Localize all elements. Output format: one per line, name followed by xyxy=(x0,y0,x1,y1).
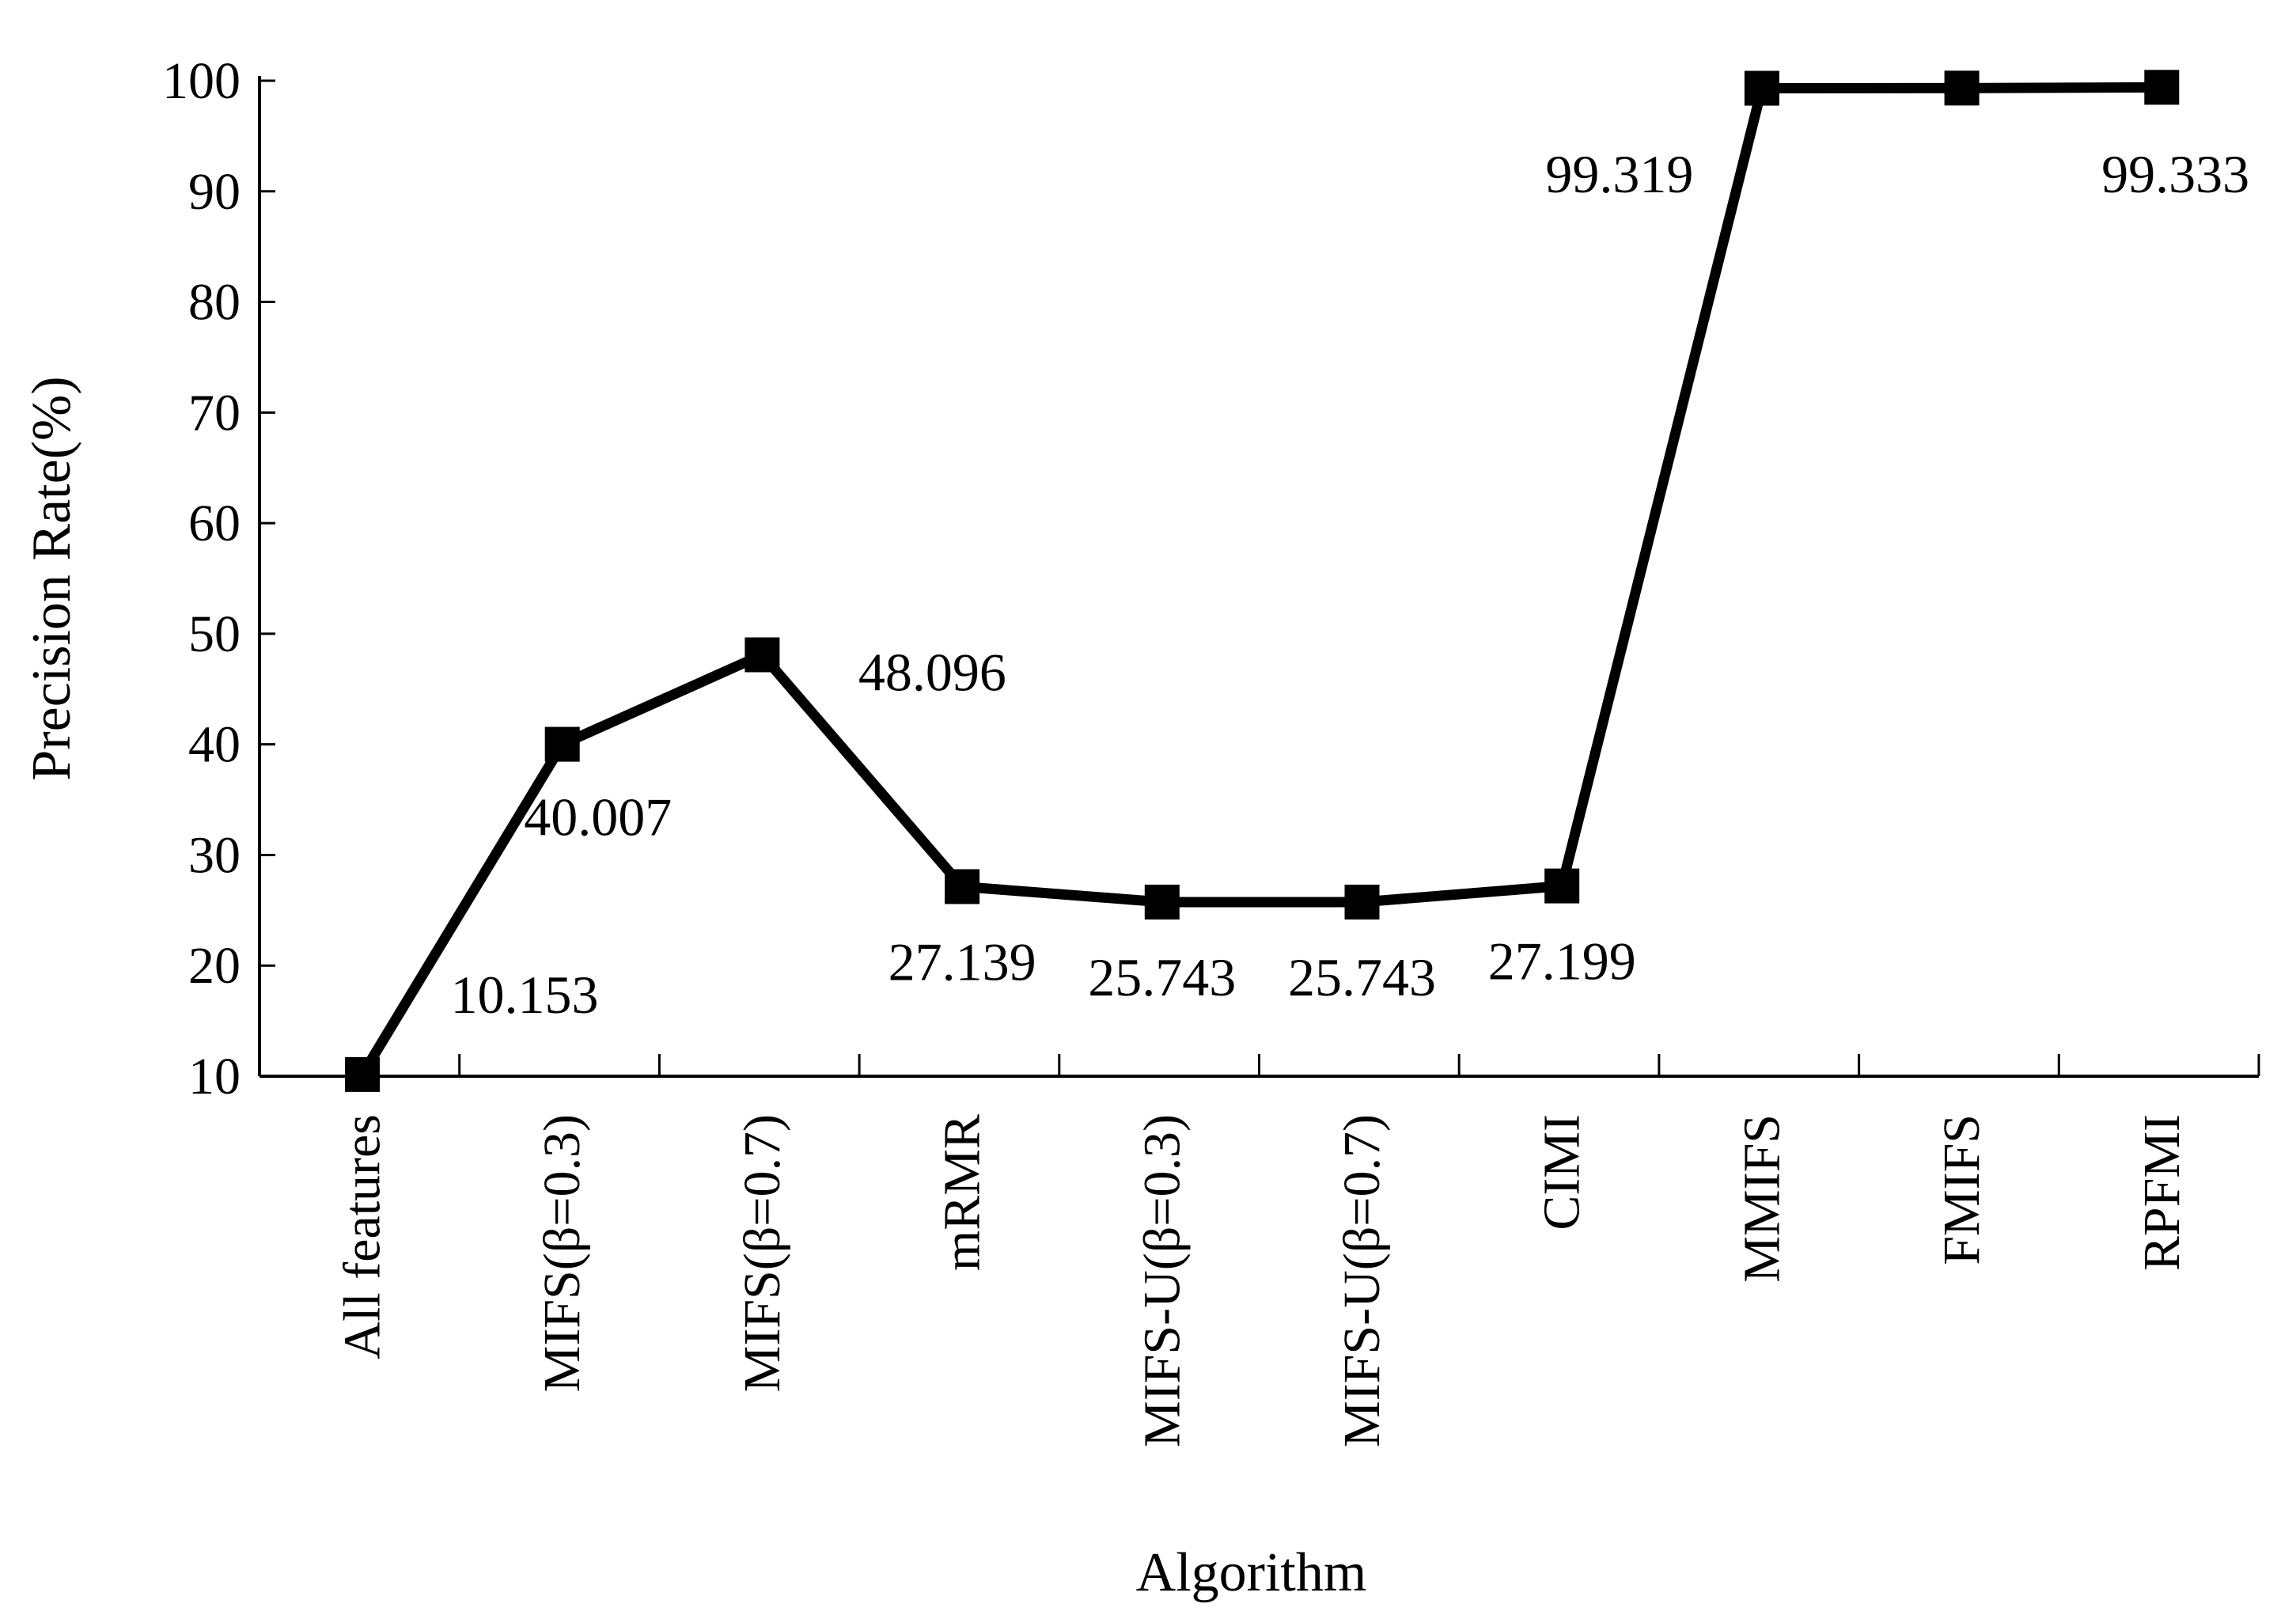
data-point-marker xyxy=(345,1056,380,1092)
data-point-marker xyxy=(744,637,780,673)
y-tick-label: 30 xyxy=(188,826,241,884)
y-tick-label: 70 xyxy=(188,384,241,442)
y-ticks: 10 20 30 40 50 60 70 80 90 100 xyxy=(162,52,275,1105)
y-tick-label: 60 xyxy=(188,495,241,552)
y-tick-label: 10 xyxy=(188,1048,241,1105)
data-labels: 10.153 40.007 48.096 27.139 25.743 25.743 27.1… xyxy=(451,144,2250,1025)
x-category-label: MIFS(β=0.3) xyxy=(533,1114,591,1392)
y-tick-label: 90 xyxy=(188,163,241,221)
data-label: 99.333 xyxy=(2101,144,2249,204)
data-label: 27.139 xyxy=(888,931,1036,992)
x-category-label: RPFMI xyxy=(2133,1114,2191,1271)
data-point-marker xyxy=(945,869,980,904)
y-tick-label: 80 xyxy=(188,274,241,332)
x-category-label: FMIFS xyxy=(1933,1114,1991,1265)
data-point-marker xyxy=(1144,884,1180,920)
y-tick-label: 40 xyxy=(188,716,241,774)
data-point-marker xyxy=(1344,884,1380,920)
data-point-marker xyxy=(1744,70,1779,106)
axes xyxy=(258,76,2259,1078)
data-label: 27.199 xyxy=(1488,931,1636,992)
x-category-label: CIMI xyxy=(1533,1114,1591,1231)
x-category-label: MMIFS xyxy=(1733,1114,1790,1283)
data-label: 10.153 xyxy=(451,965,599,1025)
data-point-marker xyxy=(1544,868,1580,904)
category-labels: All features MIFS(β=0.3) MIFS(β=0.7) mRMR MI… xyxy=(334,1114,2191,1447)
data-label: 40.007 xyxy=(524,787,672,848)
y-tick-label: 100 xyxy=(162,52,241,110)
data-label: 25.743 xyxy=(1288,947,1436,1007)
x-ticks xyxy=(458,1054,2260,1076)
y-tick-label: 20 xyxy=(188,937,241,995)
data-point-marker xyxy=(2144,70,2180,105)
x-category-label: All features xyxy=(334,1114,392,1359)
series-line xyxy=(358,82,2162,1078)
x-category-label: MIFS-U(β=0.7) xyxy=(1333,1114,1391,1447)
y-axis-title: Precision Rate(%) xyxy=(21,376,82,780)
data-label: 99.319 xyxy=(1545,144,1693,204)
x-axis-title: Algorithm xyxy=(1136,1542,1367,1603)
x-category-label: mRMR xyxy=(934,1114,991,1271)
x-category-label: MIFS-U(β=0.3) xyxy=(1133,1114,1191,1447)
data-label: 25.743 xyxy=(1088,947,1236,1007)
series-layer xyxy=(345,70,2180,1092)
data-point-marker xyxy=(1944,70,1980,106)
y-tick-label: 50 xyxy=(188,605,241,663)
data-point-marker xyxy=(544,726,580,762)
data-label: 48.096 xyxy=(858,643,1006,703)
x-category-label: MIFS(β=0.7) xyxy=(733,1114,791,1392)
